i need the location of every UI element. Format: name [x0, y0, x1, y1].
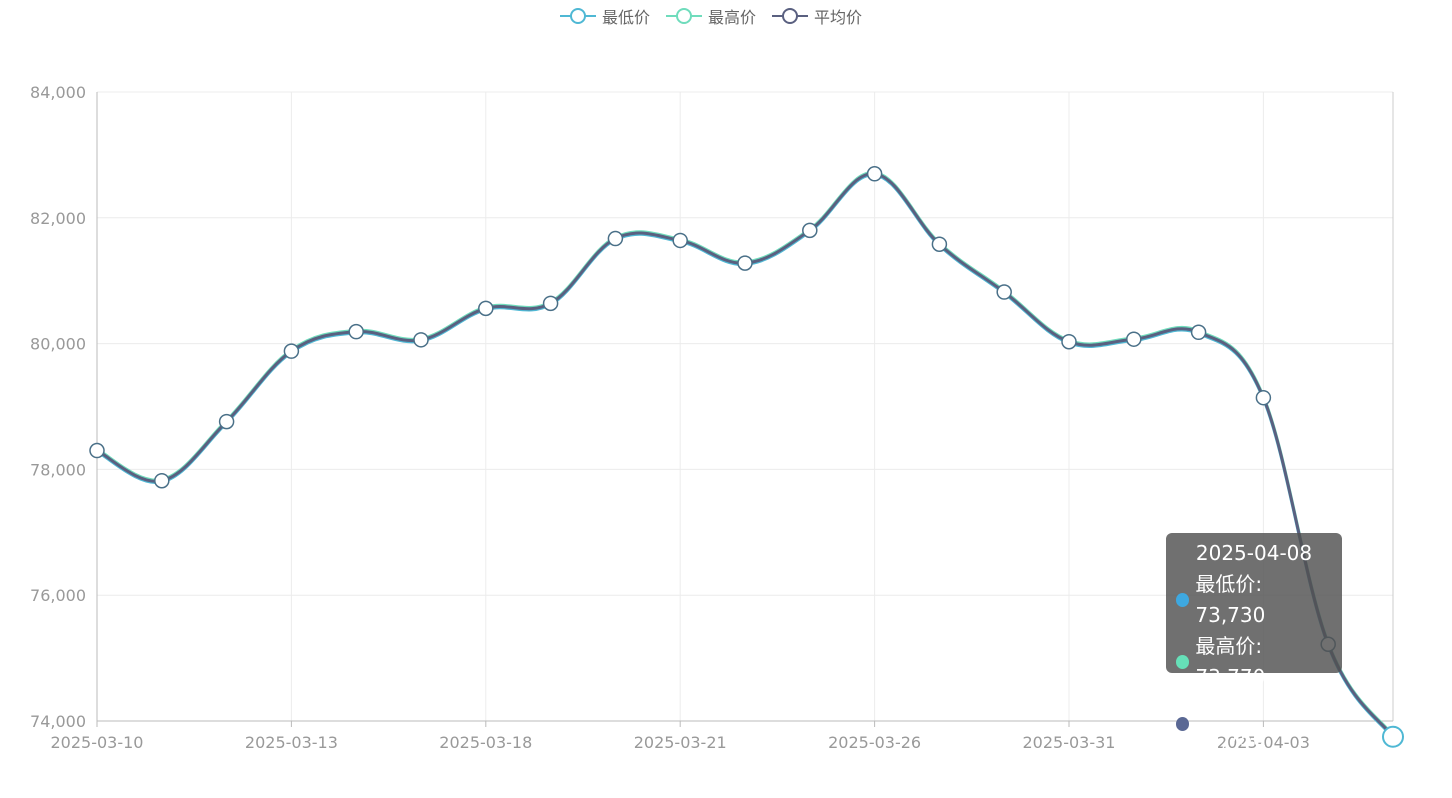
data-point[interactable] — [1061, 333, 1077, 350]
legend-label: 平均价 — [814, 8, 863, 27]
tooltip-row-label: 最高价: 73,770 — [1195, 634, 1266, 689]
y-tick-label: 74,000 — [30, 712, 86, 731]
y-tick-label: 80,000 — [30, 335, 86, 354]
series-lines — [96, 171, 1395, 739]
series-marker — [1176, 717, 1190, 731]
data-points — [89, 166, 1404, 748]
data-point[interactable] — [154, 472, 170, 489]
data-point[interactable] — [996, 284, 1012, 300]
legend-item[interactable]: 最高价 — [666, 4, 756, 28]
data-point[interactable] — [802, 222, 818, 239]
data-point[interactable] — [478, 300, 494, 317]
tooltip-row-label: 最低价: 73,730 — [1195, 572, 1266, 627]
x-tick-label: 2025-03-13 — [245, 733, 338, 752]
legend-label: 最高价 — [708, 8, 757, 27]
tooltip-row: 最低价: 73,730 — [1176, 569, 1332, 631]
tooltip-rows: 最低价: 73,730 最高价: 73,770 平均价: 73,750 — [1176, 569, 1332, 755]
legend-line-icon — [772, 8, 809, 24]
data-point[interactable] — [283, 343, 300, 359]
tooltip-row: 平均价: 73,750 — [1176, 693, 1332, 755]
tooltip: 2025-04-08 最低价: 73,730 最高价: 73,770 平均价: 73… — [1166, 533, 1342, 751]
data-point[interactable] — [672, 232, 688, 249]
data-point[interactable] — [542, 295, 559, 312]
y-tick-label: 76,000 — [30, 586, 86, 605]
data-point[interactable] — [89, 442, 105, 459]
legend: 最低价 最高价 平均价 — [560, 4, 862, 28]
data-point[interactable] — [1255, 389, 1272, 406]
series-line — [96, 172, 1395, 738]
data-point[interactable] — [931, 236, 948, 252]
data-point[interactable] — [348, 323, 364, 340]
data-point[interactable] — [218, 413, 235, 430]
tooltip-row-label: 平均价: 73,750 — [1195, 696, 1266, 751]
y-tick-label: 78,000 — [30, 460, 86, 479]
data-point[interactable] — [413, 332, 429, 348]
data-point[interactable] — [866, 166, 883, 182]
axes: 74,000 76,000 78,000 80,000 82,000 84,000 2025… — [30, 83, 1394, 752]
series-marker — [1176, 593, 1190, 607]
legend-item[interactable]: 平均价 — [772, 4, 862, 28]
y-tick-label: 82,000 — [30, 209, 86, 228]
legend-label: 最低价 — [602, 8, 651, 27]
legend-item[interactable]: 最低价 — [560, 4, 650, 28]
x-tick-label: 2025-03-10 — [51, 733, 144, 752]
legend-line-icon — [560, 8, 596, 24]
tooltip-row: 最高价: 73,770 — [1176, 631, 1332, 693]
tooltip-date: 2025-04-08 — [1195, 541, 1313, 565]
x-tick-label: 2025-03-26 — [828, 733, 921, 752]
x-tick-label: 2025-04-03 — [1217, 733, 1310, 752]
data-point[interactable] — [1126, 331, 1142, 347]
x-tick-label: 2025-03-21 — [634, 733, 727, 752]
series-marker — [1176, 655, 1190, 669]
legend-line-icon — [666, 8, 703, 24]
data-point[interactable] — [607, 230, 624, 247]
x-tick-label: 2025-03-18 — [439, 733, 532, 752]
data-point[interactable] — [1190, 324, 1207, 341]
data-point[interactable] — [737, 255, 753, 271]
data-point[interactable] — [1382, 725, 1404, 748]
y-tick-label: 84,000 — [30, 83, 86, 102]
x-tick-label: 2025-03-31 — [1023, 733, 1116, 752]
